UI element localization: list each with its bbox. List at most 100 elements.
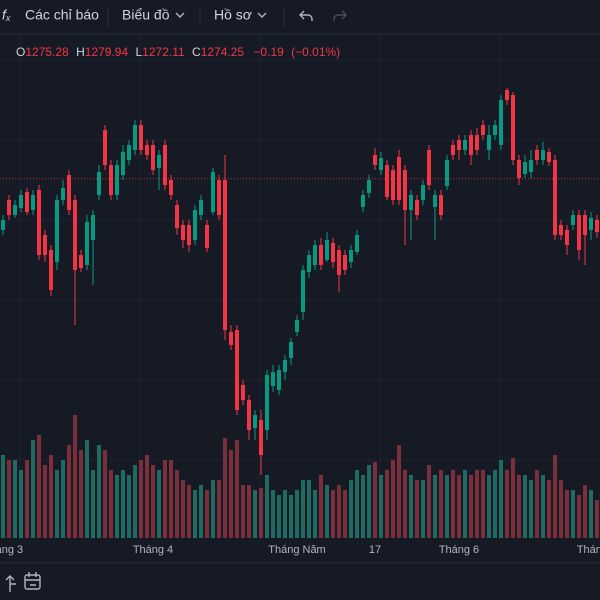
- volume-bar: [109, 470, 113, 538]
- candle-body: [385, 165, 389, 197]
- volume-bar: [577, 495, 581, 538]
- candle-body: [529, 160, 533, 172]
- volume-bar: [157, 470, 161, 538]
- volume-bar: [307, 480, 311, 538]
- volume-bar: [187, 485, 191, 538]
- candle-body: [403, 170, 407, 210]
- candle-body: [367, 180, 371, 193]
- volume-bar: [589, 490, 593, 538]
- candle-body: [163, 145, 167, 185]
- candle-body: [433, 195, 437, 207]
- legend-low: 1272.11: [142, 45, 185, 59]
- volume-bar: [121, 470, 125, 538]
- volume-bar: [91, 470, 95, 538]
- volume-bar: [559, 480, 563, 538]
- volume-bar: [265, 475, 269, 538]
- x-axis-label: Tháng 7: [577, 544, 600, 556]
- volume-bar: [463, 470, 467, 538]
- candle-body: [187, 225, 191, 245]
- volume-bar: [523, 475, 527, 538]
- candle-body: [181, 225, 185, 240]
- redo-button[interactable]: [333, 10, 347, 21]
- candle-body: [505, 90, 509, 100]
- candle-body: [373, 155, 377, 165]
- volume-bar: [217, 480, 221, 538]
- calendar-button[interactable]: [24, 572, 41, 590]
- volume-bar: [127, 475, 131, 538]
- volume-bar: [469, 475, 473, 538]
- volume-bar: [565, 490, 569, 538]
- candle-body: [235, 330, 239, 410]
- candle-body: [289, 342, 293, 358]
- legend-open: 1275.28: [25, 45, 69, 59]
- volume-bar: [541, 475, 545, 538]
- candle-body: [73, 200, 77, 270]
- candle-body: [1, 220, 5, 230]
- volume-bar: [553, 455, 557, 538]
- volume-bar: [205, 490, 209, 538]
- volume-bar: [199, 485, 203, 538]
- volume-bar: [223, 438, 227, 538]
- volume-bar: [535, 470, 539, 538]
- candle-body: [259, 420, 263, 455]
- chevron: [175, 12, 185, 18]
- candle-body: [355, 235, 359, 252]
- volume-bar: [331, 490, 335, 538]
- candle-body: [217, 180, 221, 215]
- volume-bar: [433, 475, 437, 538]
- legend-low-label: L: [135, 45, 142, 59]
- candle-body: [199, 200, 203, 215]
- volume-bar: [361, 475, 365, 538]
- candle-body: [535, 150, 539, 160]
- volume-bar: [571, 490, 575, 538]
- volume-bar: [43, 465, 47, 538]
- candle-body: [541, 150, 545, 160]
- volume-bar: [313, 490, 317, 538]
- candle-body: [49, 250, 53, 290]
- candle-body: [85, 222, 89, 265]
- x-axis-label: Tháng Năm: [268, 544, 325, 556]
- x-axis-label: 17: [369, 544, 381, 556]
- volume-bar: [301, 480, 305, 538]
- indicators-button[interactable]: Các chỉ báo: [25, 7, 99, 23]
- volume-bar: [409, 475, 413, 538]
- candle-body: [91, 215, 95, 240]
- plot-area: Tháng 3 Tháng 4 Tháng Năm 17 Tháng 6 Tháng 7: [0, 88, 600, 556]
- calendar-detail: [25, 572, 40, 586]
- volume-bar: [103, 450, 107, 538]
- scroll-icon[interactable]: [5, 575, 16, 592]
- candle-body: [511, 95, 515, 160]
- volume-bar: [319, 475, 323, 538]
- legend-close-label: C: [192, 45, 201, 59]
- candle-body: [205, 225, 209, 248]
- candle-body: [265, 375, 269, 430]
- candle-body: [415, 200, 419, 215]
- candle-body: [223, 180, 227, 330]
- candle-body: [31, 195, 35, 210]
- volume-bar: [31, 440, 35, 538]
- fx-icon[interactable]: fx: [2, 7, 11, 24]
- candle-body: [469, 135, 473, 155]
- volume-bar: [337, 485, 341, 538]
- volume-bar: [193, 490, 197, 538]
- volume-bar: [403, 470, 407, 538]
- candle-body: [7, 200, 11, 215]
- candle-body: [445, 160, 449, 186]
- volume-bar: [481, 470, 485, 538]
- undo-button[interactable]: [299, 10, 313, 21]
- volume-bar: [13, 460, 17, 538]
- candle-body: [391, 170, 395, 200]
- volume-bar: [211, 480, 215, 538]
- candle-body: [67, 175, 71, 210]
- volume-bar: [133, 465, 137, 538]
- volume-bar: [451, 470, 455, 538]
- profile-button[interactable]: Hồ sơ: [214, 7, 252, 23]
- chart-button[interactable]: Biểu đồ: [122, 7, 170, 23]
- candle-body: [487, 135, 491, 150]
- volume-bar: [259, 488, 263, 538]
- candle-body: [247, 400, 251, 430]
- volume-bar: [229, 450, 233, 538]
- candle-body: [319, 245, 323, 265]
- volume-bar: [457, 475, 461, 538]
- volume-bar: [283, 490, 287, 538]
